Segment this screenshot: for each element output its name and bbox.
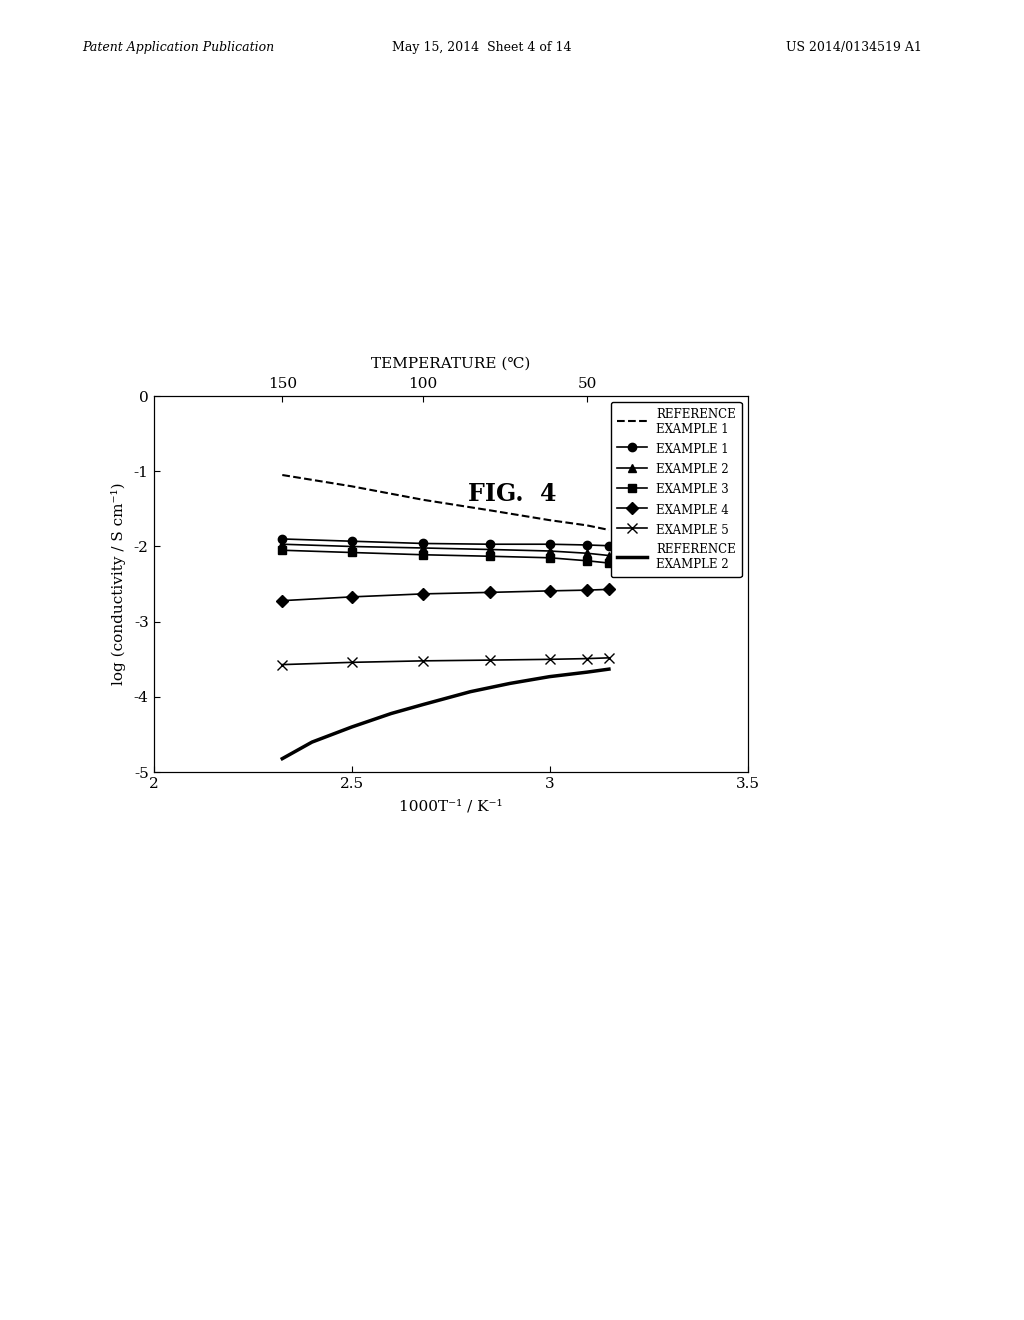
Y-axis label: log (conductivity / S cm⁻¹): log (conductivity / S cm⁻¹) <box>111 483 126 685</box>
X-axis label: TEMPERATURE (℃): TEMPERATURE (℃) <box>371 356 530 371</box>
X-axis label: 1000T⁻¹ / K⁻¹: 1000T⁻¹ / K⁻¹ <box>398 800 503 813</box>
Text: FIG.  4: FIG. 4 <box>468 482 556 506</box>
Text: Patent Application Publication: Patent Application Publication <box>82 41 274 54</box>
Text: US 2014/0134519 A1: US 2014/0134519 A1 <box>785 41 922 54</box>
Text: May 15, 2014  Sheet 4 of 14: May 15, 2014 Sheet 4 of 14 <box>391 41 571 54</box>
Legend: REFERENCE
EXAMPLE 1, EXAMPLE 1, EXAMPLE 2, EXAMPLE 3, EXAMPLE 4, EXAMPLE 5, REFE: REFERENCE EXAMPLE 1, EXAMPLE 1, EXAMPLE … <box>611 401 741 577</box>
